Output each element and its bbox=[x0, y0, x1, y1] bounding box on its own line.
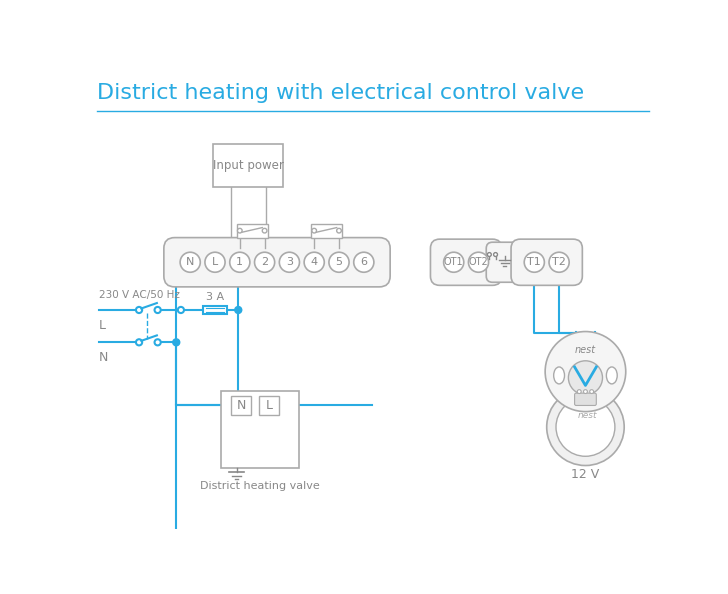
FancyBboxPatch shape bbox=[574, 393, 596, 406]
Circle shape bbox=[280, 252, 299, 272]
Circle shape bbox=[556, 398, 615, 456]
Circle shape bbox=[569, 361, 603, 394]
Circle shape bbox=[590, 390, 593, 393]
FancyBboxPatch shape bbox=[486, 242, 523, 282]
Circle shape bbox=[312, 228, 317, 233]
Bar bbox=[203, 306, 226, 314]
Ellipse shape bbox=[606, 367, 617, 384]
Circle shape bbox=[154, 339, 161, 345]
Circle shape bbox=[524, 252, 545, 272]
Text: OT2: OT2 bbox=[469, 257, 488, 267]
Circle shape bbox=[549, 252, 569, 272]
Text: T1: T1 bbox=[527, 257, 541, 267]
Text: OT1: OT1 bbox=[444, 257, 464, 267]
FancyBboxPatch shape bbox=[213, 144, 283, 187]
Text: 6: 6 bbox=[360, 257, 368, 267]
Text: 12 V: 12 V bbox=[571, 468, 600, 481]
Circle shape bbox=[443, 252, 464, 272]
Circle shape bbox=[178, 307, 184, 313]
Text: 3 A: 3 A bbox=[206, 292, 223, 302]
Circle shape bbox=[329, 252, 349, 272]
Circle shape bbox=[136, 339, 142, 345]
Text: L: L bbox=[99, 319, 106, 332]
FancyBboxPatch shape bbox=[511, 239, 582, 285]
Ellipse shape bbox=[554, 367, 564, 384]
Text: N: N bbox=[186, 257, 194, 267]
Text: 5: 5 bbox=[336, 257, 342, 267]
Circle shape bbox=[237, 228, 242, 233]
Circle shape bbox=[494, 252, 497, 257]
Text: 1: 1 bbox=[237, 257, 243, 267]
Circle shape bbox=[255, 252, 274, 272]
Text: 3: 3 bbox=[286, 257, 293, 267]
Circle shape bbox=[545, 331, 626, 412]
Circle shape bbox=[584, 390, 587, 393]
Text: 4: 4 bbox=[311, 257, 317, 267]
Text: 230 V AC/50 Hz: 230 V AC/50 Hz bbox=[99, 290, 180, 299]
Circle shape bbox=[205, 252, 225, 272]
Circle shape bbox=[234, 307, 242, 314]
Circle shape bbox=[577, 390, 581, 393]
FancyBboxPatch shape bbox=[164, 238, 390, 287]
Text: N: N bbox=[237, 399, 246, 412]
Text: 2: 2 bbox=[261, 257, 268, 267]
Circle shape bbox=[304, 252, 324, 272]
FancyBboxPatch shape bbox=[232, 396, 251, 415]
FancyBboxPatch shape bbox=[311, 224, 342, 238]
Circle shape bbox=[180, 252, 200, 272]
Circle shape bbox=[336, 228, 341, 233]
FancyBboxPatch shape bbox=[259, 396, 280, 415]
Circle shape bbox=[173, 339, 180, 346]
Text: Input power: Input power bbox=[213, 159, 284, 172]
Text: T2: T2 bbox=[552, 257, 566, 267]
Circle shape bbox=[262, 228, 267, 233]
FancyBboxPatch shape bbox=[430, 239, 502, 285]
Text: nest: nest bbox=[578, 411, 598, 420]
FancyBboxPatch shape bbox=[237, 224, 268, 238]
Text: N: N bbox=[99, 351, 108, 364]
Text: L: L bbox=[212, 257, 218, 267]
Text: nest: nest bbox=[575, 345, 596, 355]
Text: District heating with electrical control valve: District heating with electrical control… bbox=[98, 83, 585, 103]
Circle shape bbox=[468, 252, 488, 272]
FancyBboxPatch shape bbox=[221, 391, 298, 468]
Circle shape bbox=[354, 252, 374, 272]
Circle shape bbox=[136, 307, 142, 313]
Circle shape bbox=[154, 307, 161, 313]
Circle shape bbox=[547, 388, 624, 466]
Text: District heating valve: District heating valve bbox=[200, 481, 320, 491]
Text: L: L bbox=[266, 399, 273, 412]
Circle shape bbox=[230, 252, 250, 272]
Circle shape bbox=[488, 252, 491, 257]
